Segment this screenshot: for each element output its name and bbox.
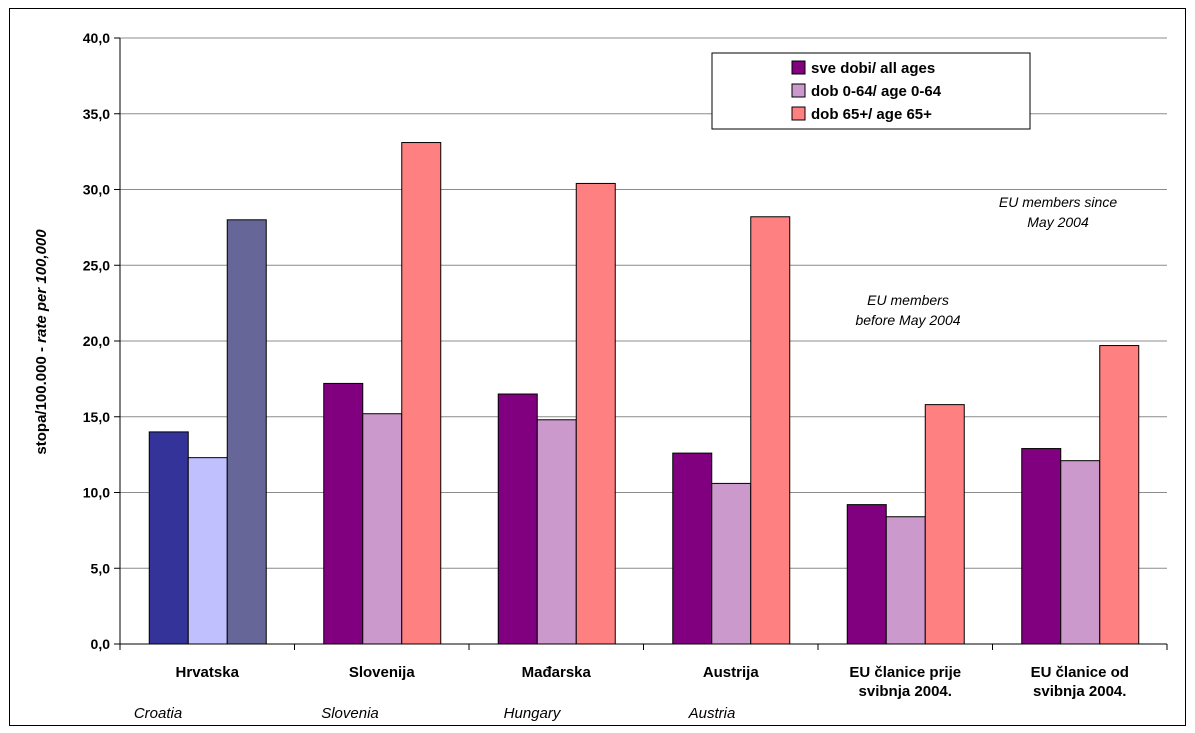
legend-label: dob 0-64/ age 0-64: [811, 83, 942, 100]
y-tick-label: 30,0: [83, 182, 110, 198]
bar: [711, 482, 752, 645]
x-category-label: Mađarska: [522, 664, 592, 681]
category-subtitle: Croatia: [134, 705, 182, 722]
legend-swatch: [791, 106, 806, 121]
bar: [1099, 345, 1140, 645]
x-category-label: EU članice prije: [849, 664, 961, 681]
y-axis-label-part: stopa/100.000 -: [33, 343, 50, 455]
bar: [1021, 448, 1062, 645]
annotation: May 2004: [1027, 214, 1089, 230]
annotation: EU members: [867, 292, 949, 308]
legend-label: sve dobi/ all ages: [811, 60, 935, 77]
x-category-label: svibnja 2004.: [859, 683, 952, 700]
bar: [148, 431, 189, 645]
x-category-label: Slovenija: [349, 664, 416, 681]
y-tick-label: 25,0: [83, 257, 110, 273]
y-tick-label: 0,0: [91, 636, 111, 652]
y-tick-label: 20,0: [83, 333, 110, 349]
bar: [226, 219, 267, 645]
annotation: EU members since: [999, 194, 1117, 210]
x-category-label: Austrija: [703, 664, 760, 681]
y-tick-label: 5,0: [91, 560, 111, 576]
y-tick-label: 40,0: [83, 30, 110, 46]
x-category-label: EU članice od: [1031, 664, 1129, 681]
x-category-label: Hrvatska: [176, 664, 240, 681]
category-subtitle: Austria: [688, 705, 736, 722]
bar: [885, 516, 926, 645]
bar: [536, 419, 577, 645]
annotation: before May 2004: [855, 312, 960, 328]
bar: [672, 452, 713, 645]
category-subtitle: Slovenia: [321, 705, 379, 722]
y-tick-label: 10,0: [83, 485, 110, 501]
legend-box: [711, 52, 1031, 130]
bar: [362, 413, 403, 645]
y-axis-label-part: rate per 100,000: [33, 229, 50, 343]
bar: [575, 182, 616, 645]
legend-label: dob 65+/ age 65+: [811, 106, 932, 123]
y-tick-label: 15,0: [83, 409, 110, 425]
bar: [846, 504, 887, 645]
bar: [497, 393, 538, 645]
bar: [323, 382, 364, 645]
bar: [401, 142, 442, 645]
legend-swatch: [791, 60, 806, 75]
legend-swatch: [791, 83, 806, 98]
bar: [1060, 460, 1101, 645]
category-subtitle: Hungary: [504, 705, 562, 722]
y-tick-label: 35,0: [83, 106, 110, 122]
bar: [750, 216, 791, 645]
x-category-label: svibnja 2004.: [1033, 683, 1126, 700]
bar: [187, 457, 228, 645]
y-axis-label: stopa/100.000 - rate per 100,000: [33, 229, 50, 455]
bar: [924, 404, 965, 645]
